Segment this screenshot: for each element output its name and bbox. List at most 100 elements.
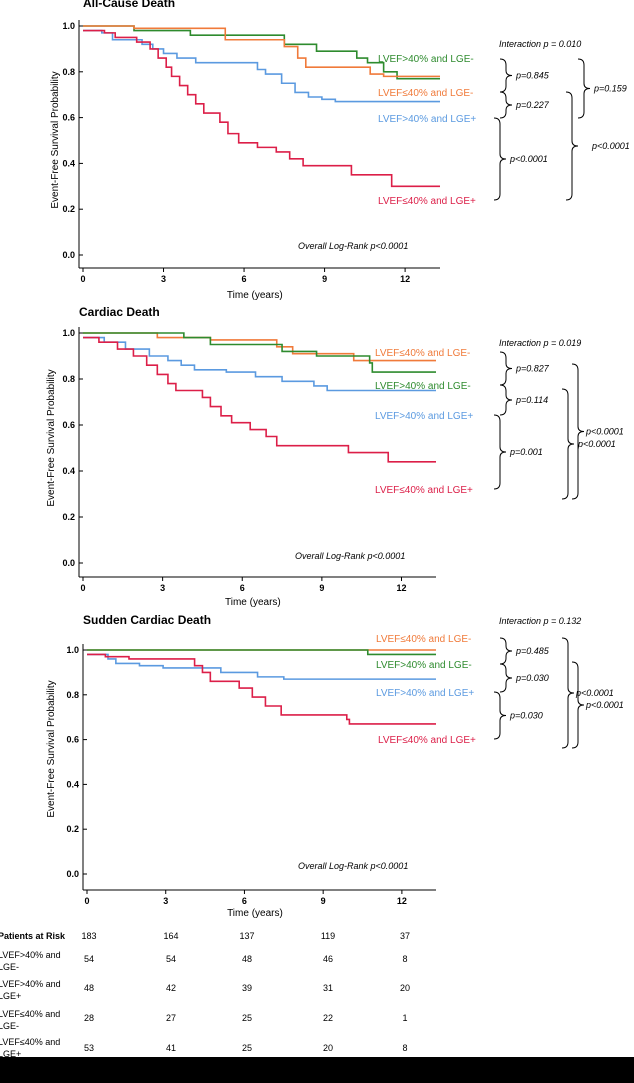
risk-cell: 46 [322,954,333,964]
comparison-p-value: p=0.159 [593,84,627,94]
comparison-brace [499,91,513,119]
x-tick-label: 3 [163,896,168,906]
y-tick-label: 0.6 [62,420,75,430]
comparison-p-value: p<0.0001 [575,688,614,698]
y-axis-label: Event-Free Survival Probability [50,71,61,208]
risk-cell: 25 [241,1043,252,1053]
risk-cell: 48 [83,983,94,993]
series-label: LVEF>40% and LGE- [376,660,472,671]
x-tick-label: 3 [160,583,165,593]
risk-cell: 20 [399,983,410,993]
panel-title-all-cause: All-Cause Death [83,0,176,10]
x-tick-label: 12 [397,896,407,906]
comparison-p-value: p=0.030 [515,673,549,683]
x-tick-label: 6 [242,896,247,906]
km-chart-sudden-cardiac-death: 1.0 0.8 0.6 0.4 0.2 0.0 0 3 6 9 12 Time (years) Even… [46,616,624,919]
y-tick-label: 0.8 [62,374,75,384]
comparison-p-value: p=0.001 [509,447,543,457]
risk-cell: 37 [399,931,410,941]
y-tick-label: 1.0 [66,645,79,655]
km-curve-red [87,653,436,725]
risk-cell: 54 [83,954,94,964]
comparison-p-value: p<0.0001 [591,141,630,151]
risk-row-label: LVEF>40% and LGE- [0,950,61,972]
risk-cell: 183 [81,931,97,941]
risk-row-label: LVEF≤40% and LGE- [0,1009,61,1031]
risk-cell: 8 [402,954,408,964]
risk-cell: 137 [239,931,255,941]
series-label: LVEF>40% and LGE- [375,381,471,392]
x-tick-label: 6 [240,583,245,593]
y-tick-label: 0.4 [62,466,75,476]
panel-title-sudden-cardiac: Sudden Cardiac Death [83,613,212,627]
y-tick-label: 0.2 [62,204,75,214]
risk-cell: 25 [241,1013,252,1023]
y-tick-label: 1.0 [62,21,75,31]
risk-cell: 1 [402,1013,408,1023]
comparison-brace [577,58,591,119]
series-label: LVEF>40% and LGE- [378,54,474,65]
km-curve-blue [83,29,440,103]
series-label: LVEF>40% and LGE+ [376,688,474,699]
comparison-p-value: p<0.0001 [585,427,624,437]
y-tick-label: 1.0 [62,328,75,338]
y-tick-label: 0.6 [66,735,79,745]
interaction-p-value: Interaction p = 0.010 [499,39,581,49]
y-tick-label: 0.2 [62,512,75,522]
y-tick-label: 0.4 [62,158,75,168]
overall-logrank: Overall Log-Rank p<0.0001 [298,241,408,251]
comparison-brace [493,117,507,201]
risk-row-label: LVEF>40% and LGE+ [0,979,61,1001]
risk-cell: 41 [165,1043,176,1053]
km-curve-blue [87,653,436,680]
comparison-p-value: p<0.0001 [577,439,616,449]
km-curve-red [83,336,436,463]
series-label: LVEF≤40% and LGE- [375,348,470,359]
series-label: LVEF≤40% and LGE- [378,88,473,99]
comparison-p-value: p=0.114 [515,395,548,405]
km-curve-green [87,649,436,656]
overall-logrank: Overall Log-Rank p<0.0001 [298,861,408,871]
footer-bar [0,1057,634,1083]
x-axis-label: Time (years) [225,597,281,608]
x-tick-label: 12 [400,274,410,284]
comparison-p-value: p=0.485 [515,646,550,656]
x-tick-label: 0 [80,583,85,593]
comparison-brace [565,91,579,201]
x-tick-label: 0 [80,274,85,284]
comparison-p-value: p<0.0001 [509,154,548,164]
risk-cell: 8 [402,1043,408,1053]
panel-title-cardiac: Cardiac Death [79,305,160,319]
risk-cell: 48 [241,954,252,964]
risk-cell: 27 [165,1013,176,1023]
km-curve-green [83,332,436,373]
y-tick-label: 0.8 [66,690,79,700]
km-chart-all-cause-death: 1.0 0.8 0.6 0.4 0.2 0.0 0 3 6 9 12 Time (years) Even… [50,20,630,301]
x-tick-label: 9 [322,274,327,284]
comparison-brace [499,351,513,386]
km-curve-green [83,25,440,80]
comparison-p-value: p=0.827 [515,364,550,374]
risk-cell: 31 [322,983,333,993]
comparison-brace [561,388,575,500]
comparison-brace [561,637,575,749]
comparison-p-value: p=0.845 [515,71,550,81]
series-label: LVEF≤40% and LGE+ [378,196,476,207]
risk-cell: 164 [163,931,179,941]
x-tick-label: 3 [161,274,166,284]
risk-cell: 42 [165,983,176,993]
comparison-brace [499,384,513,416]
y-tick-label: 0.0 [62,558,75,568]
y-tick-label: 0.4 [66,779,79,789]
risk-cell: 22 [322,1013,333,1023]
risk-cell: 54 [165,954,176,964]
y-tick-label: 0.0 [62,250,75,260]
y-axis-label: Event-Free Survival Probability [46,680,57,817]
x-tick-label: 9 [319,583,324,593]
interaction-p-value: Interaction p = 0.019 [499,338,581,348]
comparison-brace [499,637,513,665]
series-label: LVEF≤40% and LGE+ [378,735,476,746]
y-tick-label: 0.0 [66,869,79,879]
km-curve-blue [83,336,436,392]
comparison-brace [499,663,513,693]
